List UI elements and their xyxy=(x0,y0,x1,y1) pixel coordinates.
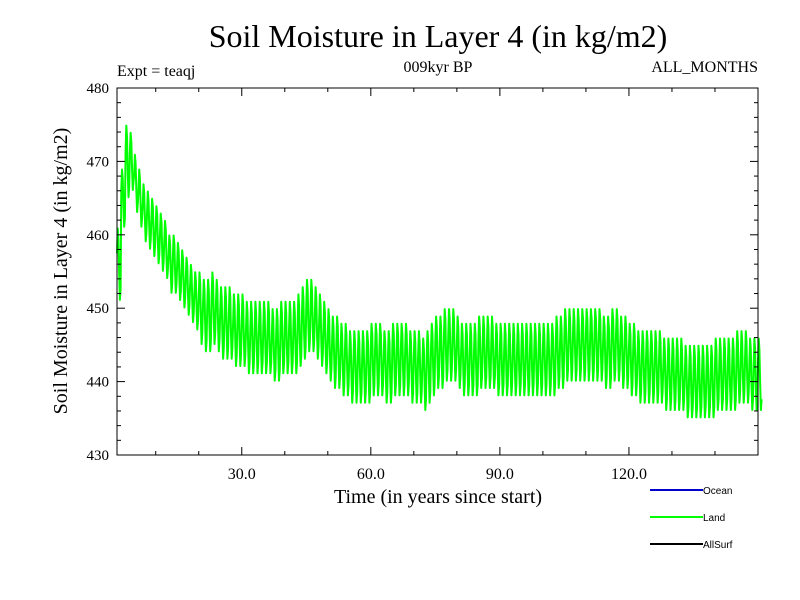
y-tick-label: 440 xyxy=(87,375,110,391)
y-tick-label: 460 xyxy=(87,228,110,244)
y-axis-label: Soil Moisture in Layer 4 (in kg/m2) xyxy=(50,128,72,415)
legend-label-ocean: Ocean xyxy=(703,486,732,497)
x-tick-label: 30.0 xyxy=(228,466,256,483)
period-label: 009kyr BP xyxy=(404,59,473,76)
months-label: ALL_MONTHS xyxy=(651,59,758,76)
legend-label-land: Land xyxy=(703,513,725,524)
legend: Ocean Land AllSurf xyxy=(650,486,733,551)
y-tick-label: 430 xyxy=(87,448,110,464)
x-tick-label: 120.0 xyxy=(611,466,647,483)
y-tick-label: 480 xyxy=(87,81,110,97)
plot-area xyxy=(116,87,763,456)
experiment-label: Expt = teaqj xyxy=(117,63,195,80)
legend-label-allsurf: AllSurf xyxy=(703,540,733,551)
y-tick-label: 450 xyxy=(87,301,110,317)
y-tick-label: 470 xyxy=(87,154,110,170)
series-line-land xyxy=(116,124,763,419)
x-tick-label: 90.0 xyxy=(486,466,514,483)
y-axis: 430 440 450 460 470 480 xyxy=(87,81,758,464)
chart-title: Soil Moisture in Layer 4 (in kg/m2) xyxy=(209,18,668,54)
x-axis-label: Time (in years since start) xyxy=(334,486,542,508)
plot-frame xyxy=(116,87,759,456)
x-axis: 30.0 60.0 90.0 120.0 xyxy=(155,88,716,483)
series-group xyxy=(116,124,763,419)
x-tick-label: 60.0 xyxy=(357,466,385,483)
